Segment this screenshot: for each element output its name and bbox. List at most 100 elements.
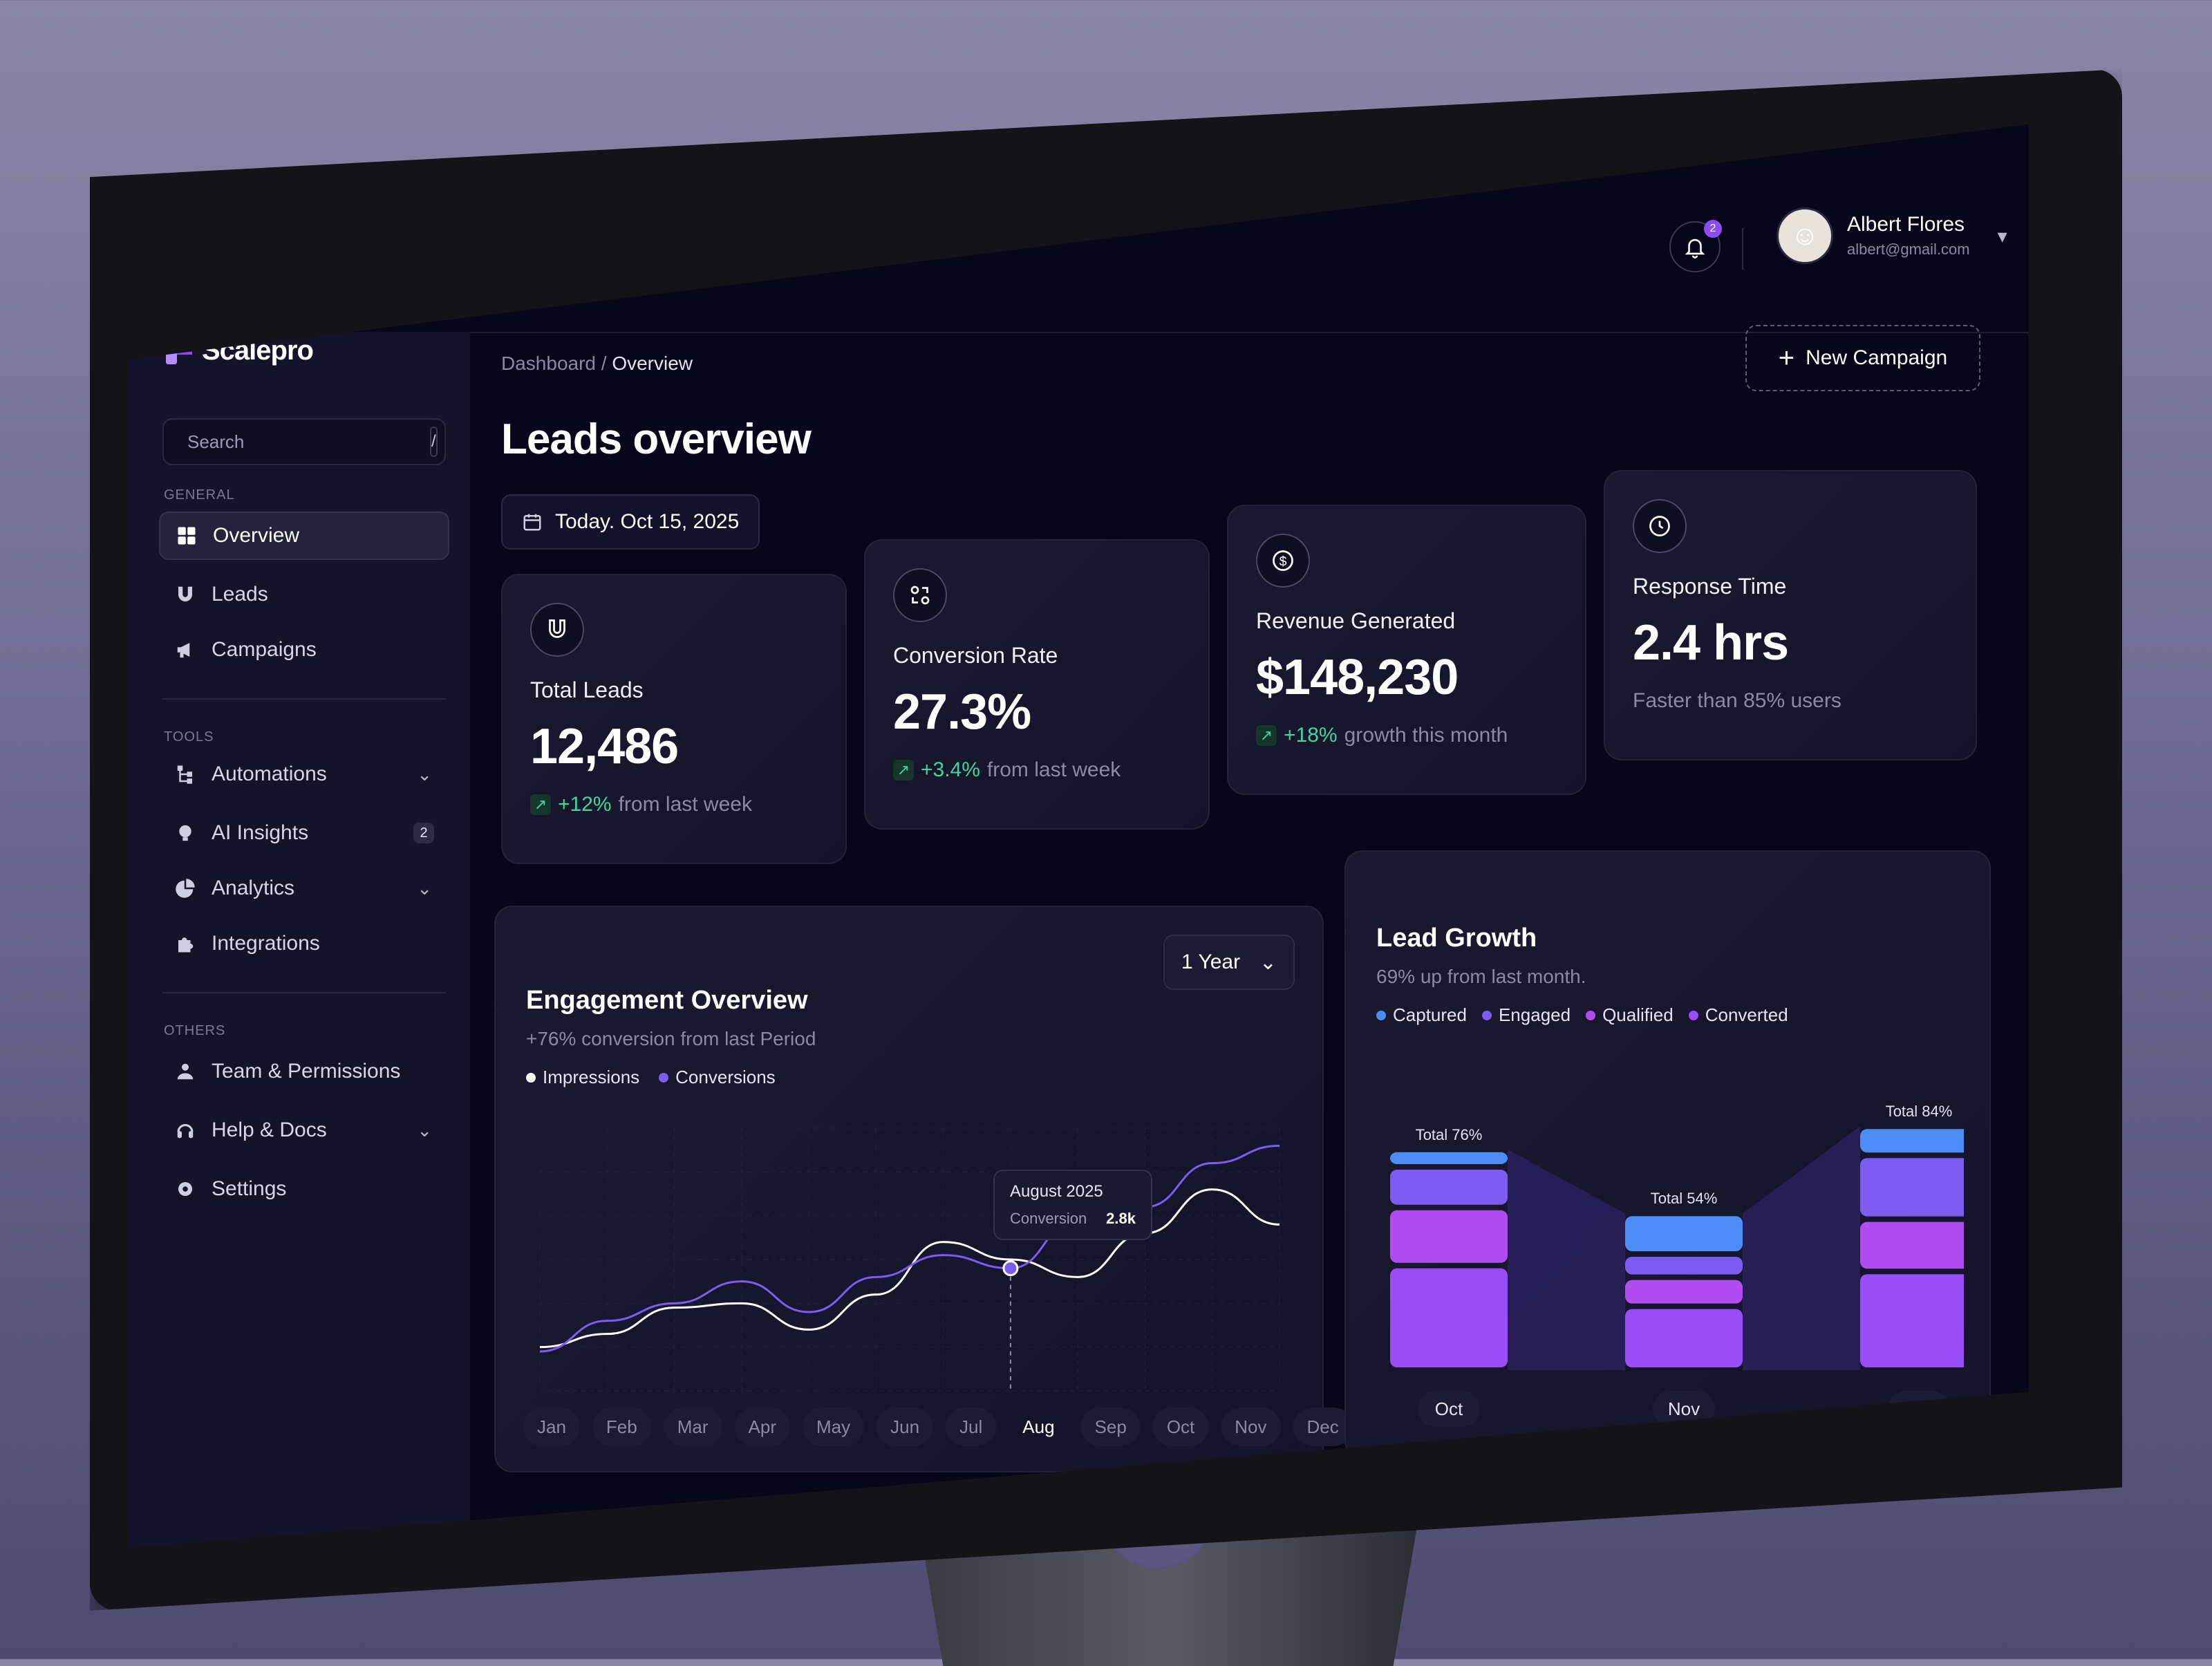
x-tick-label[interactable]: Sep (1080, 1407, 1141, 1446)
sidebar-item-integrations[interactable]: Integrations (159, 919, 449, 968)
sidebar-item-label: Integrations (212, 932, 320, 955)
bar-segment-qualified[interactable] (1625, 1280, 1743, 1304)
x-tick-label[interactable]: Jul (946, 1407, 997, 1446)
breadcrumb-parent[interactable]: Dashboard (501, 353, 596, 374)
x-tick-label[interactable]: Feb (592, 1407, 651, 1446)
bar-segment-captured[interactable] (1860, 1129, 1964, 1153)
puzzle-icon (174, 933, 196, 955)
kpi-card-revenue-generated[interactable]: $ Revenue Generated $148,230 ↗ +18% grow… (1227, 505, 1586, 795)
kpi-note: growth this month (1344, 724, 1508, 747)
kpi-value: 27.3% (893, 684, 1031, 740)
kpi-trend: ↗ +3.4% from last week (893, 758, 1181, 782)
sidebar-item-label: Overview (213, 524, 300, 547)
x-tick-label: Nov (1668, 1398, 1700, 1419)
magnet-icon (174, 583, 196, 606)
kpi-card-total-leads[interactable]: Total Leads 12,486 ↗ +12% from last week (501, 574, 847, 864)
caret-down-icon[interactable]: ▾ (1997, 225, 2007, 247)
x-tick-label[interactable]: Jun (877, 1407, 934, 1446)
sidebar-item-label: Help & Docs (212, 1119, 327, 1141)
date-picker[interactable]: Today. Oct 15, 2025 (501, 494, 760, 550)
bell-icon (1685, 238, 1705, 259)
flow-ribbon (1508, 1149, 1625, 1370)
notifications-button[interactable]: 2 (1669, 220, 1722, 272)
sidebar-item-automations[interactable]: Automations ⌄ (159, 750, 449, 798)
sidebar-item-campaigns[interactable]: Campaigns (159, 626, 449, 674)
chevron-down-icon: ⌄ (1259, 951, 1277, 974)
sidebar-item-help-docs[interactable]: Help & Docs ⌄ (159, 1106, 449, 1154)
chevron-down-icon[interactable]: ⌄ (417, 763, 432, 785)
panel-title: Engagement Overview (526, 986, 808, 1015)
bar-segment-qualified[interactable] (1390, 1210, 1508, 1263)
chevron-down-icon[interactable]: ⌄ (417, 877, 432, 899)
highlight-point[interactable] (1002, 1260, 1019, 1277)
kpi-note: Faster than 85% users (1633, 689, 1841, 712)
kpi-label: Conversion Rate (893, 643, 1058, 668)
kpi-delta: +18% (1284, 724, 1338, 747)
sidebar-item-team-permissions[interactable]: Team & Permissions (159, 1047, 449, 1096)
x-tick-label[interactable]: Apr (734, 1407, 790, 1446)
x-tick-label[interactable]: Oct (1152, 1407, 1209, 1446)
new-campaign-label: New Campaign (1806, 346, 1948, 369)
legend-item: Impressions (526, 1067, 639, 1088)
sidebar-item-settings[interactable]: Settings (159, 1165, 449, 1213)
panel-subtitle: +76% conversion from last Period (526, 1028, 816, 1049)
header-divider (1742, 228, 1743, 270)
x-tick-label[interactable]: Nov (1221, 1407, 1281, 1446)
sidebar-item-label: Campaigns (212, 638, 317, 661)
search-box[interactable]: / (162, 418, 446, 465)
bar-segment-converted[interactable] (1390, 1268, 1508, 1367)
bar-segment-engaged[interactable] (1390, 1170, 1508, 1205)
pie-icon (174, 877, 196, 899)
sidebar-item-leads[interactable]: Leads (159, 570, 449, 619)
section-label-general: GENERAL (164, 487, 235, 503)
new-campaign-button[interactable]: + New Campaign (1745, 325, 1980, 391)
engagement-line-chart (539, 1127, 1280, 1392)
bar-segment-captured[interactable] (1625, 1216, 1743, 1251)
kpi-delta: +12% (558, 793, 612, 816)
x-tick-label[interactable]: Jan (523, 1407, 580, 1446)
x-tick-label[interactable]: May (802, 1407, 865, 1446)
user-menu[interactable]: ☺ Albert Flores albert@gmail.com ▾ (1777, 207, 2007, 264)
legend-label: Captured (1393, 1004, 1467, 1025)
bar-segment-converted[interactable] (1625, 1309, 1743, 1367)
chevron-down-icon[interactable]: ⌄ (417, 1119, 432, 1141)
sidebar-item-label: AI Insights (212, 821, 309, 844)
kpi-note: from last week (618, 793, 752, 816)
tooltip-value: 2.8k (1106, 1210, 1136, 1227)
kpi-label: Revenue Generated (1256, 608, 1456, 633)
bar-segment-converted[interactable] (1860, 1274, 1964, 1368)
total-label: Total 84% (1886, 1103, 1953, 1120)
header-divider-line (470, 332, 2029, 333)
bar-segment-captured[interactable] (1390, 1152, 1508, 1164)
legend-label: Converted (1705, 1004, 1788, 1025)
bar-segment-engaged[interactable] (1860, 1158, 1964, 1217)
magnet-icon (530, 603, 584, 657)
chart-tooltip: August 2025 Conversion 2.8k (993, 1170, 1152, 1240)
avatar: ☺ (1777, 207, 1833, 264)
x-tick-label[interactable]: Aug (1022, 1416, 1055, 1437)
section-label-tools: TOOLS (164, 729, 214, 745)
bar-segment-engaged[interactable] (1625, 1257, 1743, 1275)
sidebar-item-overview[interactable]: Overview (159, 512, 449, 560)
x-tick-label[interactable]: Mar (663, 1407, 722, 1446)
breadcrumb: Dashboard / Overview (501, 353, 693, 375)
notification-badge: 2 (1704, 220, 1722, 238)
sidebar-item-ai-insights[interactable]: AI Insights 2 (159, 809, 449, 857)
range-select[interactable]: 1 Year ⌄ (1163, 935, 1295, 990)
sidebar-divider (162, 698, 446, 700)
user-email: albert@gmail.com (1847, 241, 1970, 258)
kpi-card-response-time[interactable]: Response Time 2.4 hrs Faster than 85% us… (1604, 470, 1977, 760)
search-input[interactable] (186, 430, 420, 453)
kpi-trend: ↗ +18% growth this month (1256, 724, 1557, 747)
bar-segment-qualified[interactable] (1860, 1222, 1964, 1269)
sidebar-item-analytics[interactable]: Analytics ⌄ (159, 864, 449, 912)
series-line-impressions (539, 1188, 1280, 1349)
svg-text:$: $ (1280, 554, 1287, 570)
legend-item: Qualified (1586, 1004, 1674, 1026)
series-line-conversions (539, 1144, 1280, 1353)
x-tick-label[interactable]: Dec (1293, 1407, 1353, 1446)
clock-icon (1633, 499, 1687, 553)
kpi-card-conversion-rate[interactable]: Conversion Rate 27.3% ↗ +3.4% from last … (864, 539, 1210, 830)
legend-label: Conversions (675, 1067, 776, 1087)
